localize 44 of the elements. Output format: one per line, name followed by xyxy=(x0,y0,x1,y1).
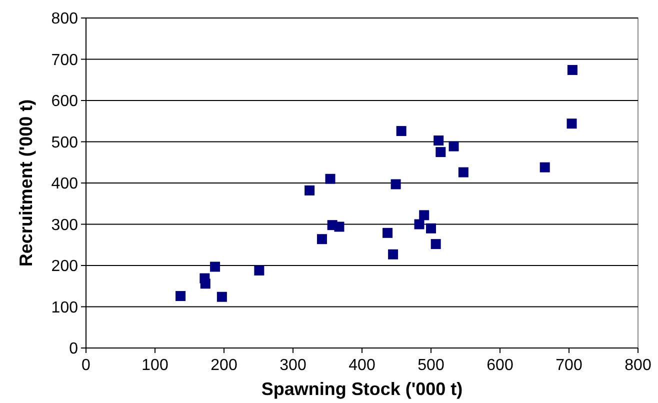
point xyxy=(388,249,398,260)
y-tick-label: 100 xyxy=(51,299,78,316)
point xyxy=(566,118,577,129)
point xyxy=(216,292,227,302)
point xyxy=(419,210,430,220)
y-axis-title: Recruitment ('000 t) xyxy=(16,99,36,267)
point xyxy=(434,136,444,146)
x-tick-label: 0 xyxy=(82,357,91,374)
x-tick-label: 700 xyxy=(556,357,582,374)
x-tick-label: 600 xyxy=(486,357,514,374)
x-tick-label: 100 xyxy=(142,357,168,374)
x-tick-label: 500 xyxy=(418,357,444,374)
point xyxy=(176,291,186,302)
point xyxy=(200,278,210,289)
point xyxy=(396,126,406,136)
x-tick-label: 200 xyxy=(210,357,238,374)
x-tick-label: 800 xyxy=(624,357,652,374)
point xyxy=(316,234,327,244)
point xyxy=(426,223,436,234)
y-tick-label: 500 xyxy=(51,134,78,152)
point xyxy=(210,262,220,272)
y-tick-label: 300 xyxy=(51,216,78,234)
point xyxy=(254,265,264,276)
y-tick-label: 400 xyxy=(51,176,78,193)
point xyxy=(567,64,578,75)
point xyxy=(540,162,550,172)
point xyxy=(414,219,424,230)
x-tick-label: 400 xyxy=(348,357,376,374)
point xyxy=(430,239,441,250)
point xyxy=(325,174,336,184)
point xyxy=(436,147,446,158)
x-tick-label: 300 xyxy=(280,357,306,374)
point xyxy=(304,185,315,196)
point xyxy=(458,167,468,178)
y-tick-label: 800 xyxy=(51,10,78,28)
y-tick-label: 600 xyxy=(51,93,78,110)
y-tick-label: 0 xyxy=(69,340,78,358)
point xyxy=(334,222,344,232)
point xyxy=(382,228,393,238)
y-tick-label: 700 xyxy=(51,52,78,69)
point xyxy=(390,179,401,190)
y-tick-label: 200 xyxy=(51,258,78,276)
x-axis-title: Spawning Stock ('000 t) xyxy=(261,379,463,399)
point xyxy=(448,141,459,152)
